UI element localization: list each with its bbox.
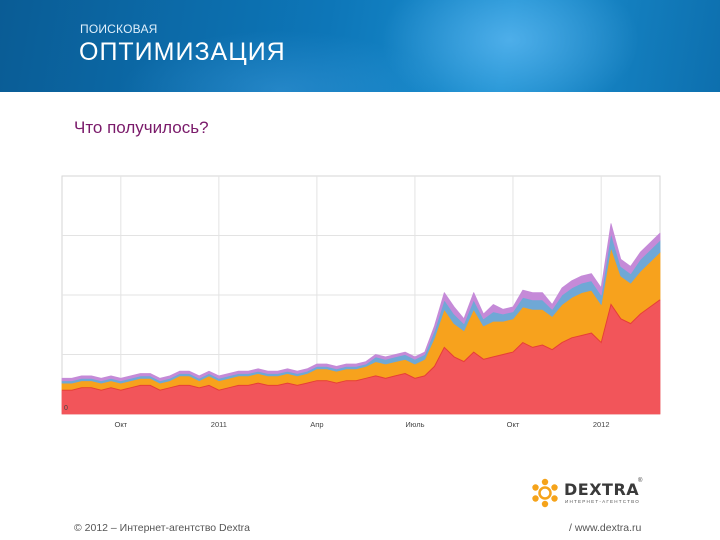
header-section-label: ПОИСКОВАЯ — [80, 22, 158, 36]
chart-areas — [61, 223, 661, 415]
series-area-purple — [61, 223, 661, 382]
logo-hexagon-icon — [532, 478, 558, 508]
slide-subtitle: Что получилось? — [74, 118, 209, 137]
header-glow — [380, 0, 640, 92]
chart-axis: Окт 2011 Апр Июль Окт 2012 0 — [64, 405, 610, 429]
x-tick-label: Окт — [114, 420, 127, 429]
x-tick-label: 2012 — [593, 420, 610, 429]
header-glow-secondary — [120, 30, 440, 92]
footer-url[interactable]: / www.dextra.ru — [569, 522, 642, 534]
logo-registered-mark: ® — [638, 478, 643, 484]
footer-copyright: © 2012 – Интернет-агентство Dextra — [74, 522, 250, 534]
slide-header: ПОИСКОВАЯ ОПТИМИЗАЦИЯ — [0, 0, 720, 92]
header-title: ОПТИМИЗАЦИЯ — [79, 38, 286, 66]
x-tick-label: Апр — [310, 420, 323, 429]
dextra-logo: DEXTRA ® ИНТЕРНЕТ-АГЕНТСТВО — [530, 478, 650, 508]
logo-wordmark: DEXTRA — [564, 480, 640, 499]
series-line-red — [62, 299, 661, 391]
y-tick-label: 0 — [64, 405, 68, 412]
x-tick-label: Окт — [507, 420, 520, 429]
x-tick-label: 2011 — [211, 420, 227, 429]
x-tick-label: Июль — [405, 420, 424, 429]
logo-tagline: ИНТЕРНЕТ-АГЕНТСТВО — [565, 499, 641, 504]
